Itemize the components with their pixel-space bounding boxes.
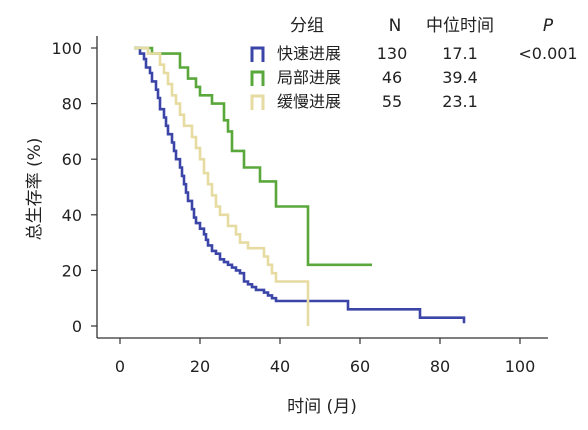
legend-header-p: P [543,16,554,36]
legend-median-fast: 17.1 [442,44,478,63]
x-tick-label: 20 [190,357,210,376]
x-tick-label: 60 [350,357,370,376]
y-ticks: 0 20 40 60 80 100 [51,39,97,336]
y-tick-label: 0 [72,317,82,336]
legend-n-local: 46 [382,68,402,87]
y-tick-label: 40 [62,206,82,225]
survival-curve-fast [134,46,466,324]
legend-marker-local [250,70,265,86]
survival-curve-local [134,46,372,267]
legend-marker-slow [250,94,265,110]
legend-median-slow: 23.1 [442,92,478,111]
x-tick-label: 40 [270,357,290,376]
series-lines [134,46,466,326]
survival-curve-slow [134,46,310,326]
legend-row-local: 局部进展 46 39.4 [250,68,478,87]
x-axis-title: 时间 (月) [287,397,357,417]
legend-header-n: N [389,16,402,36]
y-tick-label: 100 [51,39,82,58]
legend-label-local: 局部进展 [277,68,341,87]
legend-p-value: <0.001 [518,44,577,63]
legend-median-local: 39.4 [442,68,478,87]
y-tick-label: 20 [62,261,82,280]
legend-marker-fast [250,46,265,62]
y-tick-label: 60 [62,150,82,169]
x-tick-label: 100 [505,357,536,376]
legend: 分组 N 中位时间 P 快速进展 130 17.1 <0.001 局部进展 46… [250,16,578,111]
legend-header-median: 中位时间 [426,16,494,36]
legend-header-group: 分组 [290,16,324,36]
legend-label-fast: 快速进展 [277,44,341,63]
x-tick-label: 0 [115,357,125,376]
legend-n-slow: 55 [382,92,402,111]
x-tick-label: 80 [430,357,450,376]
legend-row-slow: 缓慢进展 55 23.1 [250,92,478,111]
legend-label-slow: 缓慢进展 [277,92,341,111]
x-ticks: 0 20 40 60 80 100 [115,338,535,376]
y-tick-label: 80 [62,95,82,114]
plot-area: 0 20 40 60 80 100 0 20 40 60 80 100 [51,36,548,376]
y-axis-title: 总生存率 (%) [25,138,45,241]
legend-n-fast: 130 [377,44,408,63]
legend-row-fast: 快速进展 130 17.1 <0.001 [250,44,578,63]
